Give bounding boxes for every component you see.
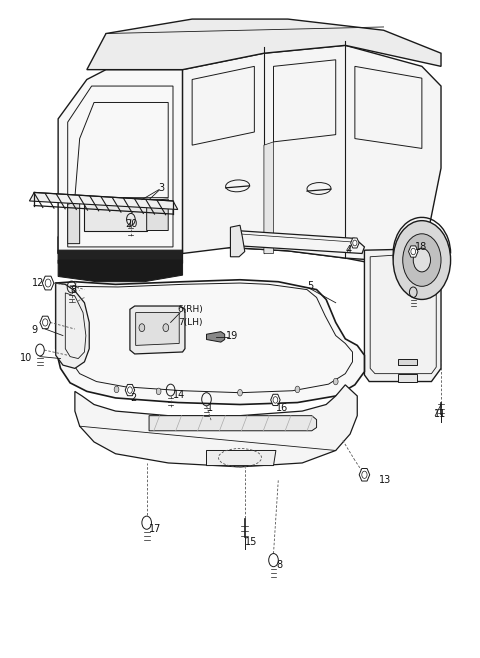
Text: 5: 5 [307,282,313,291]
Polygon shape [87,19,441,70]
Circle shape [413,248,431,272]
Polygon shape [56,283,89,368]
Text: 13: 13 [379,475,391,485]
Text: 4: 4 [345,245,351,255]
Text: 17: 17 [149,524,161,534]
Text: 15: 15 [245,538,257,547]
Polygon shape [84,201,147,230]
Polygon shape [364,249,441,382]
Polygon shape [398,359,417,365]
Polygon shape [206,451,276,466]
Circle shape [238,390,242,396]
Circle shape [139,324,145,332]
Text: 8: 8 [70,285,76,295]
Polygon shape [58,250,182,273]
Text: 16: 16 [276,403,288,413]
Polygon shape [58,230,422,279]
Text: 9: 9 [32,325,38,336]
Text: 20: 20 [125,219,137,229]
Polygon shape [230,225,245,257]
Circle shape [156,388,161,395]
Text: 14: 14 [173,390,185,399]
Polygon shape [56,280,364,405]
Text: 18: 18 [415,242,427,252]
Text: 19: 19 [226,330,238,341]
Polygon shape [182,45,441,263]
Polygon shape [58,260,182,282]
Polygon shape [130,306,185,354]
Text: 6(RH): 6(RH) [178,305,204,314]
Circle shape [333,378,338,385]
Polygon shape [75,385,357,467]
Polygon shape [233,230,364,253]
Polygon shape [136,313,179,345]
Circle shape [295,386,300,393]
Circle shape [163,324,168,332]
Text: 10: 10 [20,353,32,363]
Circle shape [114,386,119,393]
Text: 11: 11 [434,409,446,419]
Text: 8: 8 [276,561,282,570]
Polygon shape [206,332,225,342]
Polygon shape [29,192,178,209]
Text: 12: 12 [32,278,44,288]
Polygon shape [149,416,317,431]
Polygon shape [68,201,80,243]
Polygon shape [398,374,417,382]
Text: 3: 3 [158,183,165,193]
Polygon shape [264,142,274,253]
Circle shape [403,234,441,286]
Text: 7(LH): 7(LH) [178,318,202,327]
Text: 2: 2 [130,393,136,403]
Text: 1: 1 [206,403,213,413]
Polygon shape [58,70,182,253]
Circle shape [393,220,451,299]
Polygon shape [147,199,168,230]
